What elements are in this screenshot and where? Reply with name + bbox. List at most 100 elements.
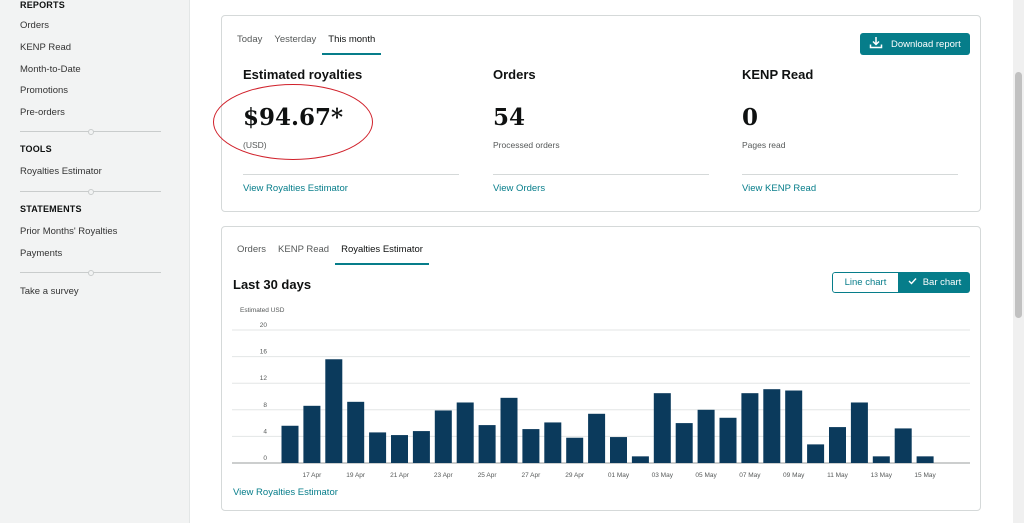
metric-divider: [742, 174, 958, 175]
chart-bar[interactable]: [763, 389, 781, 463]
chart-bar[interactable]: [850, 402, 868, 463]
x-tick-label: 01 May: [608, 472, 630, 479]
sidebar-item-take-survey[interactable]: Take a survey: [20, 286, 79, 297]
x-tick-label: 21 Apr: [390, 472, 410, 479]
x-tick-label: 23 Apr: [434, 472, 454, 479]
sidebar-section-tools: TOOLS: [20, 144, 52, 154]
chart-type-toggle: Line chart Bar chart: [832, 272, 970, 293]
tab-kenp-read[interactable]: KENP Read: [278, 244, 330, 255]
chart-bar[interactable]: [741, 393, 759, 463]
x-tick-label: 03 May: [652, 472, 674, 479]
chart-bar[interactable]: [456, 402, 474, 463]
chart-bar[interactable]: [522, 429, 540, 463]
sidebar-item-royalties-estimator[interactable]: Royalties Estimator: [20, 166, 102, 177]
scrollbar[interactable]: [1013, 0, 1024, 523]
summary-tabs: Today Yesterday This month: [231, 34, 382, 55]
line-chart-button[interactable]: Line chart: [832, 272, 899, 293]
chart-bar[interactable]: [434, 410, 452, 463]
chart-bar[interactable]: [610, 437, 627, 463]
sidebar-divider: [20, 129, 161, 135]
chart-bar[interactable]: [916, 456, 934, 463]
x-tick-label: 27 Apr: [522, 472, 542, 479]
chart-bar[interactable]: [631, 456, 649, 463]
chart-bar[interactable]: [391, 435, 408, 463]
y-tick-label: 4: [263, 428, 267, 435]
tab-royalties-estimator[interactable]: Royalties Estimator: [335, 244, 429, 265]
view-royalties-estimator-link[interactable]: View Royalties Estimator: [243, 183, 348, 194]
sidebar-item-prior-months-royalties[interactable]: Prior Months' Royalties: [20, 226, 118, 237]
scrollbar-thumb[interactable]: [1015, 72, 1022, 318]
x-tick-label: 29 Apr: [565, 472, 585, 479]
chart-bar[interactable]: [675, 423, 693, 463]
sidebar-item-promotions[interactable]: Promotions: [20, 85, 69, 96]
chart-bar[interactable]: [829, 427, 846, 463]
sidebar-item-pre-orders[interactable]: Pre-orders: [20, 107, 65, 118]
x-tick-label: 13 May: [871, 472, 893, 479]
y-tick-label: 20: [260, 322, 268, 329]
sidebar-divider: [20, 270, 161, 276]
y-axis-label: Estimated USD: [240, 307, 285, 314]
x-tick-label: 05 May: [695, 472, 717, 479]
royalties-bar-chart: Estimated USD 0 4 8 12 16 20 17 Apr 19 Apr 21 Ap…: [232, 307, 970, 479]
chart-bar[interactable]: [544, 422, 562, 463]
metric-value-kenp: 0: [742, 104, 759, 131]
chart-bar[interactable]: [719, 417, 737, 463]
chart-bar[interactable]: [807, 444, 825, 463]
sidebar-item-kenp-read[interactable]: KENP Read: [20, 42, 72, 53]
bar-chart-button[interactable]: Bar chart: [899, 272, 970, 293]
tab-orders[interactable]: Orders: [237, 244, 267, 255]
y-tick-label: 16: [260, 349, 268, 356]
metric-divider: [243, 174, 459, 175]
y-tick-label: 12: [260, 375, 268, 382]
tab-this-month[interactable]: This month: [322, 34, 382, 55]
metric-title-orders: Orders: [493, 67, 536, 82]
metric-value-orders: 54: [493, 104, 526, 131]
download-report-button[interactable]: Download report: [860, 33, 970, 55]
chart-bar[interactable]: [894, 428, 912, 463]
x-tick-label: 19 Apr: [346, 472, 366, 479]
chart-bar[interactable]: [785, 390, 803, 463]
sidebar-section-statements: STATEMENTS: [20, 204, 82, 214]
view-kenp-read-link[interactable]: View KENP Read: [742, 183, 817, 194]
x-tick-label: 17 Apr: [303, 472, 323, 479]
sidebar-item-orders[interactable]: Orders: [20, 20, 50, 31]
sidebar-item-month-to-date[interactable]: Month-to-Date: [20, 64, 81, 75]
download-report-label: Download report: [891, 38, 961, 50]
chart-bar[interactable]: [347, 401, 365, 463]
chart-bar[interactable]: [697, 409, 715, 463]
sidebar-divider: [20, 189, 161, 195]
chart-bar[interactable]: [303, 405, 321, 463]
metric-divider: [493, 174, 709, 175]
x-tick-label: 09 May: [783, 472, 805, 479]
sidebar-item-payments[interactable]: Payments: [20, 248, 63, 259]
chart-tabs: Orders KENP Read Royalties Estimator: [231, 244, 429, 265]
metric-title-kenp: KENP Read: [742, 67, 814, 82]
tab-yesterday[interactable]: Yesterday: [274, 34, 317, 45]
chart-bar[interactable]: [412, 431, 430, 463]
x-tick-label: 15 May: [914, 472, 936, 479]
chart-bar[interactable]: [588, 413, 606, 463]
sidebar: REPORTS Orders KENP Read Month-to-Date P…: [0, 0, 190, 523]
chart-bar[interactable]: [281, 425, 299, 463]
chart-bar[interactable]: [478, 425, 496, 463]
sidebar-section-reports: REPORTS: [20, 0, 65, 10]
view-orders-link[interactable]: View Orders: [493, 183, 546, 194]
chart-bar[interactable]: [872, 456, 890, 463]
x-tick-label: 11 May: [827, 472, 849, 479]
chart-bar[interactable]: [653, 393, 671, 463]
chart-title: Last 30 days: [233, 277, 312, 292]
chart-bar[interactable]: [566, 437, 584, 463]
chart-view-royalties-estimator-link[interactable]: View Royalties Estimator: [233, 487, 338, 498]
metric-sub-orders: Processed orders: [493, 140, 560, 150]
tab-today[interactable]: Today: [237, 34, 263, 45]
y-tick-label: 8: [263, 402, 267, 409]
chart-bar[interactable]: [369, 432, 387, 463]
download-icon: [869, 36, 883, 52]
annotation-circle: [213, 84, 373, 160]
x-tick-label: 07 May: [739, 472, 761, 479]
chart-bar[interactable]: [325, 359, 343, 463]
metric-title-royalties: Estimated royalties: [243, 67, 363, 82]
bar-chart-label: Bar chart: [922, 277, 962, 288]
chart-bar[interactable]: [500, 397, 518, 463]
x-tick-label: 25 Apr: [478, 472, 498, 479]
